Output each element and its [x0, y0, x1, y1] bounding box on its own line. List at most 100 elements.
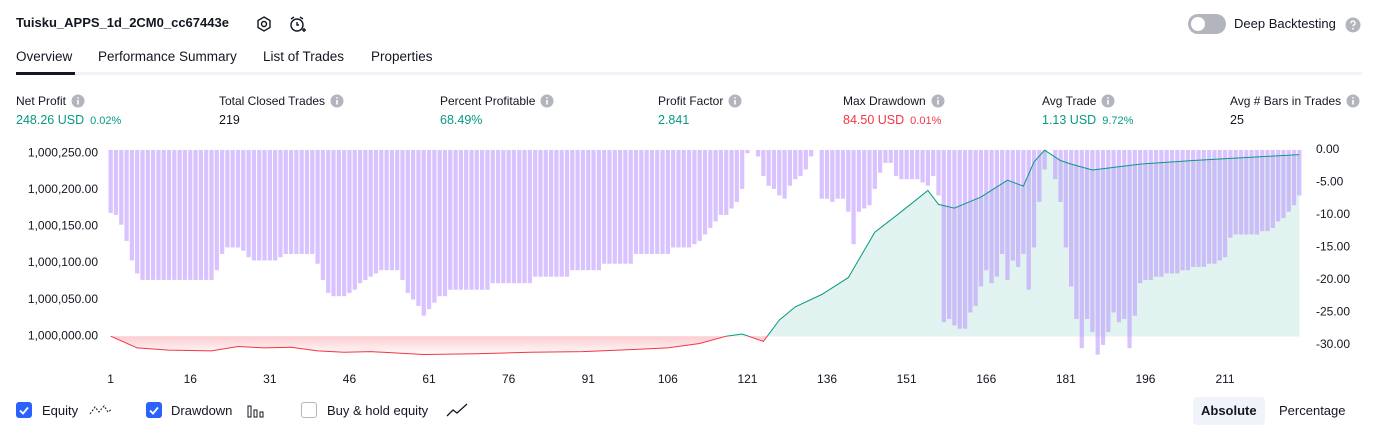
drawdown-bar: [586, 149, 591, 271]
stat-value: 219: [219, 113, 240, 127]
y-tick-label: 1,000,250.00: [28, 145, 98, 159]
drawdown-bar: [1132, 149, 1137, 316]
x-tick-label: 1: [107, 372, 114, 386]
drawdown-bar: [326, 149, 331, 293]
drawdown-bar: [830, 149, 835, 202]
view-button[interactable]: Percentage: [1279, 403, 1346, 418]
y-tick-label: 1,000,100.00: [28, 255, 98, 269]
view-button[interactable]: Absolute: [1193, 397, 1265, 425]
drawdown-bar: [793, 149, 798, 180]
settings-icon[interactable]: [255, 15, 273, 33]
stat-value: 25: [1230, 113, 1244, 127]
x-tick-label: 151: [897, 372, 917, 386]
drawdown-bar: [1031, 149, 1037, 248]
drawdown-bar: [989, 149, 994, 284]
drawdown-bar: [846, 149, 851, 212]
help-icon[interactable]: [1345, 17, 1361, 33]
drawdown-bar: [952, 149, 957, 326]
drawdown-bar: [479, 149, 485, 290]
drawdown-bar: [602, 149, 607, 264]
drawdown-bar: [522, 149, 527, 284]
help-icon[interactable]: [71, 94, 85, 108]
stat-label: Max Drawdown: [843, 94, 945, 108]
drawdown-bar: [145, 149, 150, 280]
legend-icon: [446, 403, 468, 417]
drawdown-bar: [172, 149, 177, 280]
drawdown-bar: [506, 149, 511, 284]
tab[interactable]: Properties: [371, 49, 433, 64]
drawdown-bar: [660, 149, 665, 254]
drawdown-bar: [209, 149, 214, 280]
tab[interactable]: List of Trades: [263, 49, 345, 64]
drawdown-bar: [692, 149, 697, 245]
x-tick-label: 31: [263, 372, 277, 386]
stat-label: Total Closed Trades: [219, 94, 344, 108]
help-icon[interactable]: [931, 94, 945, 108]
drawdown-bar: [389, 149, 395, 271]
drawdown-bar: [809, 149, 814, 157]
drawdown-bar: [501, 149, 506, 284]
stat-label: Avg Trade: [1042, 94, 1115, 108]
drawdown-bar: [490, 149, 495, 284]
checkbox[interactable]: [301, 402, 317, 418]
drawdown-bar: [129, 149, 135, 261]
checkbox[interactable]: [16, 402, 32, 418]
drawdown-bar: [803, 149, 808, 170]
x-tick-label: 91: [582, 372, 596, 386]
stat-value: 84.50 USD 0.01%: [843, 113, 941, 127]
x-tick-label: 61: [422, 372, 436, 386]
drawdown-bar: [395, 149, 400, 271]
drawdown-bar: [421, 149, 426, 316]
checkbox[interactable]: [146, 402, 162, 418]
drawdown-bar: [347, 149, 352, 293]
y2-tick-label: -30.00: [1316, 337, 1350, 351]
drawdown-bar: [1169, 149, 1175, 274]
alert-icon[interactable]: [288, 14, 308, 34]
stat-value: 2.841: [658, 113, 689, 127]
drawdown-bar: [580, 149, 586, 271]
x-tick-label: 136: [817, 372, 837, 386]
drawdown-bar: [405, 149, 410, 293]
drawdown-bar: [267, 149, 272, 261]
help-icon[interactable]: [540, 94, 554, 108]
drawdown-bar: [957, 149, 962, 329]
drawdown-bar: [973, 149, 978, 306]
drawdown-bar: [591, 149, 596, 271]
help-icon[interactable]: [1101, 94, 1115, 108]
drawdown-bar: [697, 149, 702, 241]
y2-tick-label: -10.00: [1316, 207, 1350, 221]
drawdown-bar: [1244, 149, 1249, 235]
drawdown-bar: [1222, 149, 1228, 258]
drawdown-bar: [1084, 149, 1090, 319]
drawdown-bar: [1212, 149, 1217, 264]
stat-label: Avg # Bars in Trades: [1230, 94, 1360, 108]
tab[interactable]: Performance Summary: [98, 49, 237, 64]
drawdown-bar: [867, 149, 872, 206]
drawdown-bar: [363, 149, 368, 280]
drawdown-bar: [1000, 149, 1005, 254]
stat-label-text: Net Profit: [16, 94, 67, 108]
help-icon[interactable]: [728, 94, 742, 108]
drawdown-bar: [1196, 149, 1201, 267]
drawdown-bar: [655, 149, 660, 254]
stat-value-text: 1.13 USD: [1042, 113, 1097, 127]
help-icon[interactable]: [1346, 94, 1360, 108]
toggle[interactable]: [1188, 14, 1226, 34]
drawdown-bar: [262, 149, 267, 261]
stat-label-text: Percent Profitable: [440, 94, 536, 108]
drawdown-bar: [686, 149, 692, 248]
drawdown-bar: [193, 149, 198, 280]
drawdown-bar: [379, 149, 384, 271]
help-icon[interactable]: [330, 94, 344, 108]
drawdown-bar: [416, 149, 421, 306]
drawdown-bar: [384, 149, 389, 271]
x-tick-label: 181: [1056, 372, 1076, 386]
stat-label: Net Profit: [16, 94, 85, 108]
drawdown-bar: [188, 149, 193, 280]
drawdown-bar: [278, 149, 283, 258]
drawdown-bar: [978, 149, 984, 287]
tab[interactable]: Overview: [16, 49, 73, 64]
drawdown-bar: [1079, 149, 1084, 349]
drawdown-bar: [469, 149, 474, 290]
stat-value-text: 84.50 USD: [843, 113, 905, 127]
